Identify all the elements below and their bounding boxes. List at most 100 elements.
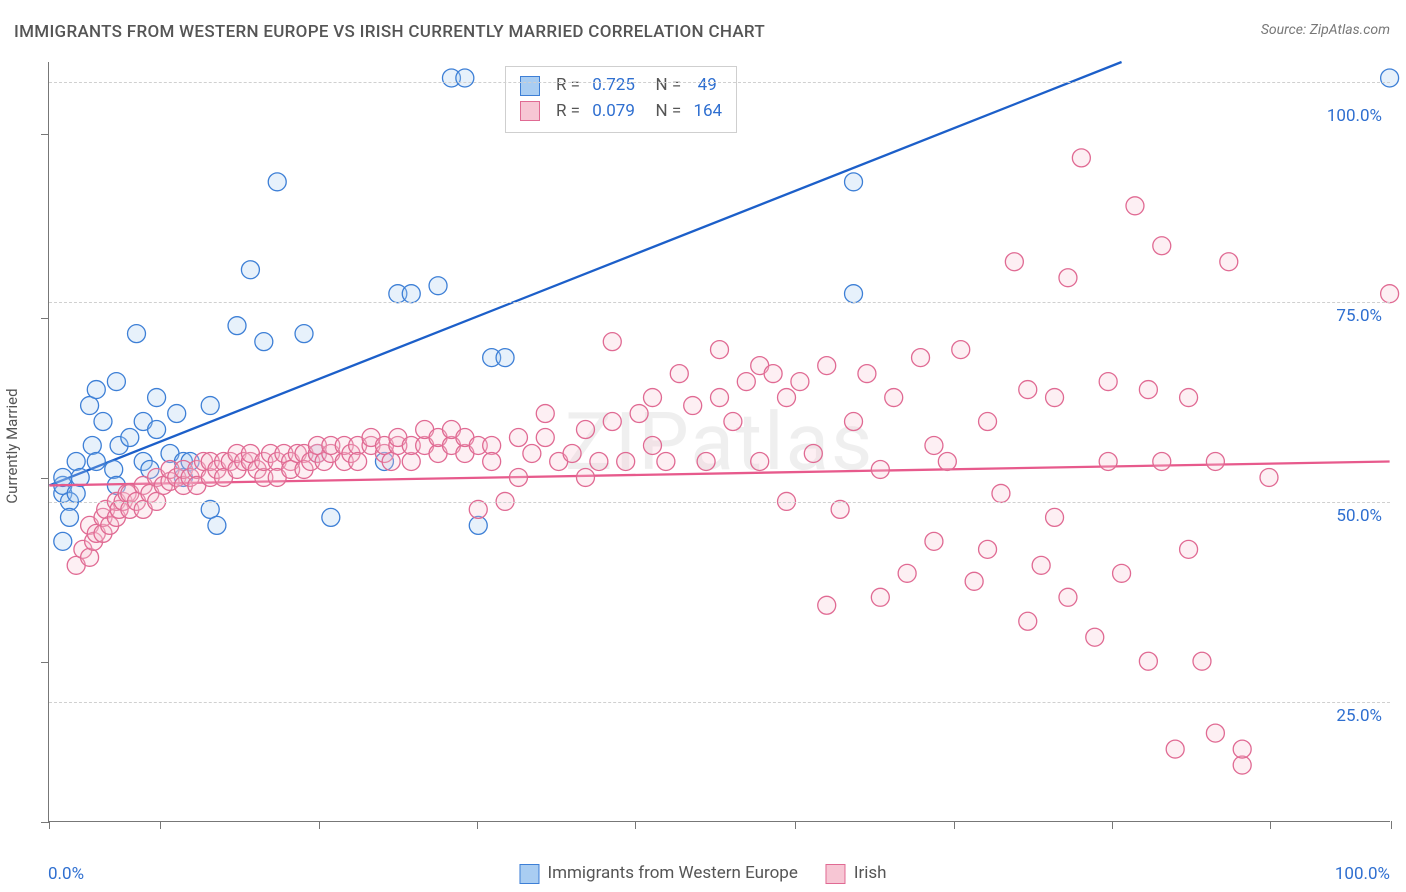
data-point [483,437,501,455]
data-point [1220,253,1238,271]
data-point [168,405,186,423]
data-point [845,413,863,431]
data-point [1046,508,1064,526]
data-point [925,532,943,550]
data-point [201,500,219,518]
data-point [979,540,997,558]
data-point [107,373,125,391]
data-point [536,429,554,447]
data-point [382,452,400,470]
data-point [858,365,876,383]
x-tick [954,821,955,829]
data-point [208,516,226,534]
data-point [1059,588,1077,606]
data-point [778,389,796,407]
gridline [49,82,1390,83]
data-point [992,484,1010,502]
data-point [912,349,930,367]
data-point [67,484,85,502]
data-point [295,325,313,343]
data-point [81,397,99,415]
scatter-svg [49,62,1390,821]
data-point [1206,452,1224,470]
data-point [1381,285,1399,303]
data-point [804,444,822,462]
legend-swatch [520,101,540,121]
data-point [1381,69,1399,87]
data-point [871,460,889,478]
gridline [49,502,1390,503]
source-attribution: Source: ZipAtlas.com [1261,22,1390,38]
y-tick [41,318,49,319]
data-point [1113,564,1131,582]
x-tick [1112,821,1113,829]
data-point [241,261,259,279]
x-tick [319,821,320,829]
data-point [590,452,608,470]
data-point [469,500,487,518]
data-point [724,413,742,431]
y-tick [41,662,49,663]
chart-frame: IMMIGRANTS FROM WESTERN EUROPE VS IRISH … [0,0,1406,892]
x-tick [1270,821,1271,829]
data-point [925,437,943,455]
data-point [711,389,729,407]
data-point [509,429,527,447]
data-point [83,437,101,455]
data-point [979,413,997,431]
data-point [268,173,286,191]
data-point [1019,381,1037,399]
legend-swatch [520,76,540,96]
x-tick [1391,821,1392,829]
x-tick [795,821,796,829]
data-point [456,69,474,87]
data-point [845,173,863,191]
data-point [148,389,166,407]
data-point [60,508,78,526]
data-point [697,452,715,470]
y-axis-tick-label: 100.0% [1327,106,1382,126]
data-point [871,588,889,606]
data-point [885,389,903,407]
chart-title: IMMIGRANTS FROM WESTERN EUROPE VS IRISH … [14,22,765,42]
data-point [1180,389,1198,407]
data-point [1072,149,1090,167]
data-point [483,452,501,470]
data-point [94,413,112,431]
data-point [67,452,85,470]
legend-row: R = 0.079 N = 164 [520,99,722,125]
data-point [54,532,72,550]
data-point [1046,389,1064,407]
data-point [1153,237,1171,255]
x-legend-item: Irish [826,863,887,884]
data-point [349,452,367,470]
data-point [657,452,675,470]
legend-r-value: 0.725 [592,73,635,99]
plot-area: ZIPatlas R = 0.725 N = 49R = 0.079 N = 1… [48,62,1390,822]
correlation-legend-box: R = 0.725 N = 49R = 0.079 N = 164 [505,66,737,133]
x-legend-label: Irish [854,863,887,883]
y-tick [41,478,49,479]
data-point [87,381,105,399]
x-legend-item: Immigrants from Western Europe [519,863,797,884]
y-axis-tick-label: 50.0% [1336,506,1382,526]
data-point [670,365,688,383]
data-point [684,397,702,415]
data-point [818,357,836,375]
data-point [952,341,970,359]
data-point [1139,381,1157,399]
legend-n-value: 164 [693,99,722,125]
data-point [751,452,769,470]
data-point [938,452,956,470]
data-point [711,341,729,359]
data-point [764,365,782,383]
data-point [1086,628,1104,646]
x-tick [160,821,161,829]
data-point [737,373,755,391]
data-point [831,500,849,518]
data-point [1032,556,1050,574]
data-point [1180,540,1198,558]
legend-swatch [519,864,539,884]
data-point [201,397,219,415]
legend-swatch [826,864,846,884]
